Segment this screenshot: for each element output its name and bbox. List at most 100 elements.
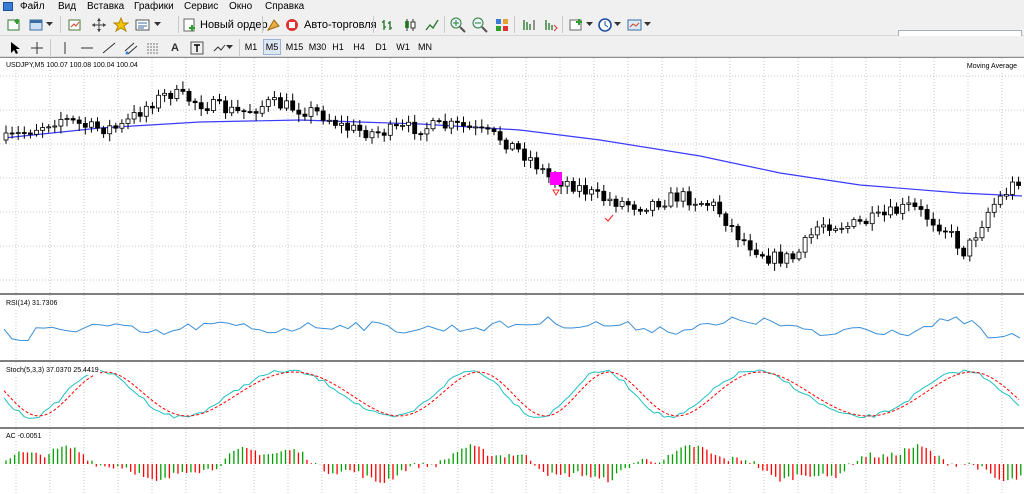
navigator-icon[interactable] <box>90 16 108 33</box>
timeframe-d1[interactable]: D1 <box>375 42 387 52</box>
cursor-icon[interactable] <box>6 39 24 56</box>
pane-separator[interactable] <box>0 427 1024 429</box>
candle-down <box>290 100 296 111</box>
channel-icon[interactable] <box>122 39 140 56</box>
menu-window[interactable]: Окно <box>229 1 253 12</box>
profiles-icon[interactable] <box>28 16 46 33</box>
candle-down <box>595 189 601 192</box>
candle-down <box>363 130 369 139</box>
app-icon <box>3 2 13 11</box>
zoom-out-icon[interactable] <box>471 16 489 33</box>
candle-up <box>46 126 52 129</box>
candle-down <box>241 110 247 113</box>
candle-up <box>430 120 436 130</box>
candle-down <box>955 231 960 249</box>
new-order-label: Новый ордер <box>200 18 268 31</box>
fibonacci-icon[interactable] <box>144 39 162 56</box>
candle-up <box>284 100 290 109</box>
timeframe-w1[interactable]: W1 <box>396 42 410 52</box>
candle-up <box>821 224 826 228</box>
chart-canvas[interactable] <box>0 58 1024 494</box>
indicators-icon[interactable] <box>568 16 586 33</box>
menu-tools[interactable]: Сервис <box>184 1 219 12</box>
candle-up <box>40 127 45 131</box>
candle-up <box>662 205 668 208</box>
candle-up <box>58 118 64 127</box>
candle-down <box>1016 181 1021 186</box>
pane-separator[interactable] <box>0 293 1024 295</box>
candle-up <box>210 99 216 111</box>
timeframe-h1[interactable]: H1 <box>332 42 344 52</box>
candle-up <box>509 143 515 150</box>
autoscroll-icon[interactable] <box>542 16 560 33</box>
autotrading-toggle[interactable]: Авто-торговля <box>285 16 377 33</box>
candle-chart-icon[interactable] <box>401 16 419 33</box>
chart-window[interactable]: USDJPY,M5 100.07 100.08 100.04 100.04 Mo… <box>0 57 1024 494</box>
candle-down <box>95 121 100 129</box>
candle-up <box>784 253 790 264</box>
check-mark-icon <box>604 214 614 222</box>
new-order-button[interactable]: Новый ордер <box>183 16 268 33</box>
menu-charts[interactable]: Графики <box>134 1 174 12</box>
chevron-down-icon[interactable] <box>584 16 594 33</box>
candle-down <box>204 108 210 111</box>
favorites-icon[interactable] <box>112 16 130 33</box>
candle-down <box>753 249 759 255</box>
timeframe-m30[interactable]: M30 <box>308 42 327 52</box>
candle-down <box>76 119 82 124</box>
candle-up <box>473 126 479 129</box>
periods-icon[interactable] <box>596 16 614 33</box>
candle-up <box>448 120 454 129</box>
chart-shift-icon[interactable] <box>520 16 538 33</box>
horizontal-line-icon[interactable] <box>78 39 96 56</box>
candle-down <box>827 224 832 231</box>
trendline-icon[interactable] <box>100 39 118 56</box>
candle-up <box>668 192 674 207</box>
autotrading-button[interactable] <box>266 16 280 33</box>
menu-file[interactable]: Файл <box>20 1 45 12</box>
tile-windows-icon[interactable] <box>493 16 511 33</box>
terminal-icon[interactable] <box>134 16 152 33</box>
menu-insert[interactable]: Вставка <box>87 1 125 12</box>
new-chart-icon[interactable] <box>6 16 24 33</box>
candle-down <box>930 218 936 226</box>
candle-down <box>168 92 174 99</box>
candle-up <box>699 203 704 205</box>
candle-down <box>497 131 503 141</box>
indicator-label: Moving Average <box>965 62 1018 71</box>
candle-down <box>583 185 588 195</box>
vertical-line-icon[interactable] <box>56 39 74 56</box>
timeframe-h4[interactable]: H4 <box>353 42 365 52</box>
crosshair-icon[interactable] <box>28 39 46 56</box>
text-icon[interactable]: A <box>171 41 179 54</box>
bar-chart-icon[interactable] <box>379 16 397 33</box>
menu-view[interactable]: Вид <box>58 1 77 12</box>
chevron-down-icon[interactable] <box>642 16 652 33</box>
candle-down <box>601 190 607 202</box>
market-watch-icon[interactable] <box>66 16 84 33</box>
timeframe-m5[interactable]: M5 <box>263 39 281 55</box>
candle-down <box>412 121 418 135</box>
pane-separator[interactable] <box>0 360 1024 362</box>
timeframe-m1[interactable]: M1 <box>244 42 258 52</box>
stoch-signal-line <box>3 371 1020 417</box>
candle-up <box>906 202 912 205</box>
chevron-down-icon[interactable] <box>152 16 162 33</box>
timeframe-m15[interactable]: M15 <box>285 42 304 52</box>
text-label-icon[interactable] <box>188 39 206 56</box>
menu-help[interactable]: Справка <box>265 1 305 12</box>
line-chart-icon[interactable] <box>423 16 441 33</box>
moving-average-line <box>3 119 1023 197</box>
candle-down <box>253 111 259 114</box>
chevron-down-icon[interactable] <box>612 16 622 33</box>
zoom-in-icon[interactable] <box>449 16 467 33</box>
candle-down <box>314 107 320 112</box>
timeframe-mn[interactable]: MN <box>418 42 432 52</box>
candle-down <box>747 240 753 251</box>
candle-down <box>936 224 942 232</box>
templates-icon[interactable] <box>626 16 644 33</box>
chevron-down-icon[interactable] <box>44 16 54 33</box>
arrows-icon[interactable] <box>210 39 228 56</box>
chevron-down-icon[interactable] <box>224 39 234 56</box>
candle-down <box>137 112 143 117</box>
